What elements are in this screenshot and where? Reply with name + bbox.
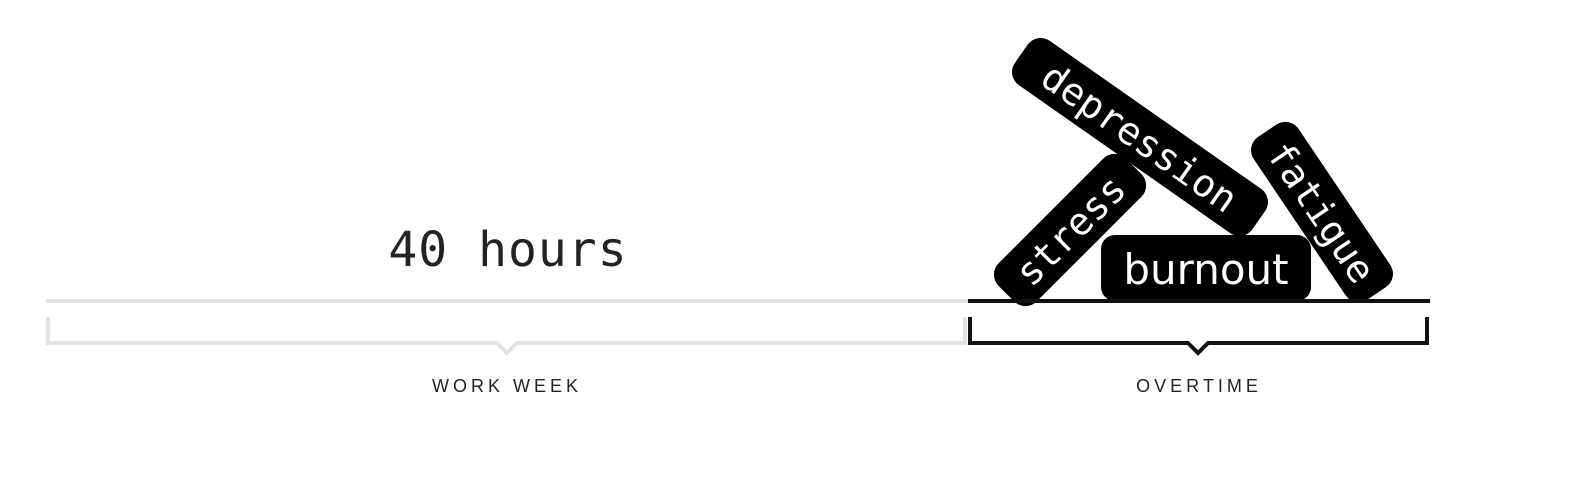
pill-burnout-label: burnout bbox=[1123, 245, 1288, 294]
pill-fatigue-shape bbox=[1251, 121, 1393, 303]
pill-depression: depression bbox=[1012, 37, 1268, 237]
overtime-label: OVERTIME bbox=[1136, 376, 1262, 396]
pill-depression-shape bbox=[1012, 37, 1268, 237]
overtime-pills: depression fatigue stress burnout bbox=[993, 37, 1393, 307]
pill-burnout-shape bbox=[1101, 235, 1311, 301]
work-week-label: WORK WEEK bbox=[432, 376, 582, 396]
hours-label: 40 hours bbox=[388, 222, 627, 278]
overtime-bracket bbox=[968, 317, 1429, 356]
work-week-bracket bbox=[46, 317, 967, 356]
pill-stress-shape bbox=[993, 153, 1147, 307]
pill-burnout: burnout bbox=[1101, 235, 1311, 301]
